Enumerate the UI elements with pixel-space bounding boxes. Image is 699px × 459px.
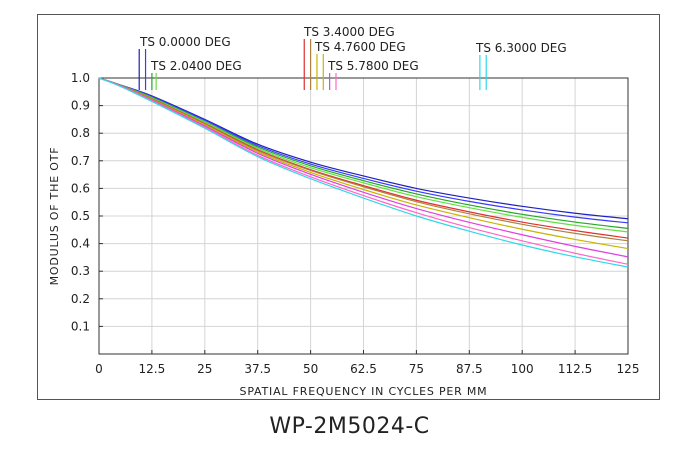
series-line-9 — [98, 77, 629, 268]
x-tick-label-8: 100 — [511, 362, 534, 376]
annotation-label-0: TS 0.0000 DEG — [139, 35, 231, 49]
y-tick-label-1: 0.2 — [71, 292, 90, 306]
y-axis-label: MODULUS OF THE OTF — [48, 147, 61, 286]
annotation-label-2: TS 3.4000 DEG — [303, 25, 395, 39]
x-tick-label-3: 37.5 — [244, 362, 271, 376]
series-line-1 — [98, 77, 629, 224]
x-tick-label-6: 75 — [409, 362, 424, 376]
chart-frame: 0 12.5 25 37.5 50 62.5 75 87.5 100 112.5 125 0.1 0.2… — [37, 14, 660, 400]
series-line-8 — [98, 77, 629, 265]
y-tick-label-4: 0.5 — [71, 209, 90, 223]
x-axis-label: SPATIAL FREQUENCY IN CYCLES PER MM — [240, 385, 488, 398]
x-tick-label-10: 125 — [617, 362, 640, 376]
chart-caption: WP-2M5024-C — [269, 414, 430, 439]
y-tick-label-2: 0.3 — [71, 264, 90, 278]
y-tick-label-3: 0.4 — [71, 237, 90, 251]
series-line-3 — [98, 77, 629, 233]
y-tick-label-6: 0.7 — [71, 154, 90, 168]
y-tick-label-7: 0.8 — [71, 126, 90, 140]
mtf-chart: 0 12.5 25 37.5 50 62.5 75 87.5 100 112.5 125 0.1 0.2… — [48, 25, 640, 398]
x-tick-label-4: 50 — [303, 362, 318, 376]
y-tick-label-8: 0.9 — [71, 99, 90, 113]
y-tick-label-5: 0.6 — [71, 181, 90, 195]
x-tick-label-0: 0 — [95, 362, 103, 376]
y-tick-label-9: 1.0 — [71, 71, 90, 85]
x-tick-label-5: 62.5 — [350, 362, 377, 376]
annotation-label-4: TS 5.7800 DEG — [327, 59, 419, 73]
x-tick-label-1: 12.5 — [139, 362, 166, 376]
x-tick-label-9: 112.5 — [558, 362, 592, 376]
x-tick-label-7: 87.5 — [456, 362, 483, 376]
x-tick-label-2: 25 — [197, 362, 212, 376]
y-tick-label-0: 0.1 — [71, 319, 90, 333]
annotation-label-1: TS 2.0400 DEG — [150, 59, 242, 73]
annotation-label-3: TS 4.7600 DEG — [314, 40, 406, 54]
annotation-label-5: TS 6.3000 DEG — [475, 41, 567, 55]
